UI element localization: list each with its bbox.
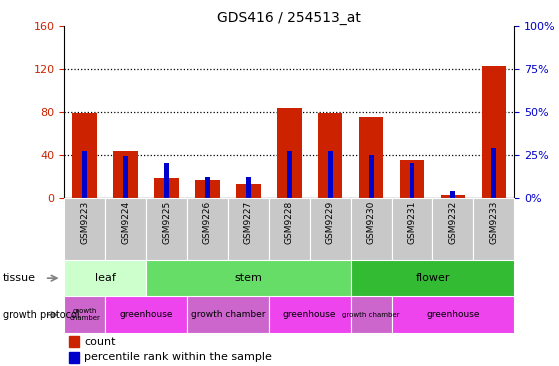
Bar [391,296,514,333]
Bar [82,151,87,198]
Bar [164,163,169,198]
Text: greenhouse: greenhouse [283,310,337,319]
Text: count: count [84,337,116,347]
Text: greenhouse: greenhouse [120,310,173,319]
Bar [481,67,506,198]
Bar [123,156,128,198]
Bar [69,352,79,363]
Text: percentile rank within the sample: percentile rank within the sample [84,352,272,362]
Text: leaf: leaf [95,273,116,283]
Bar [105,296,187,333]
Text: GSM9229: GSM9229 [326,201,335,244]
Bar [433,198,473,260]
Bar [105,198,146,260]
Bar [246,177,251,198]
Bar [391,198,433,260]
Text: flower: flower [415,273,449,283]
Bar [69,336,79,347]
Text: growth
chamber: growth chamber [69,308,100,321]
Bar [64,296,105,333]
Bar [195,180,220,198]
Text: GSM9224: GSM9224 [121,201,130,244]
Text: GSM9230: GSM9230 [367,201,376,244]
Bar [287,151,292,198]
Text: tissue: tissue [3,273,36,283]
Bar [359,117,383,198]
Bar [269,296,350,333]
Text: growth chamber: growth chamber [191,310,265,319]
Text: GSM9228: GSM9228 [285,201,294,244]
Bar [277,108,301,198]
Bar [64,198,105,260]
Bar [187,198,228,260]
Bar [410,163,414,198]
Bar [368,154,373,198]
Bar [113,152,138,198]
Bar [187,296,269,333]
Text: GSM9223: GSM9223 [80,201,89,244]
Bar [318,113,343,198]
Bar [491,148,496,198]
Bar [154,178,179,198]
Bar [350,198,391,260]
Text: stem: stem [234,273,262,283]
Bar [236,184,260,198]
Bar [473,198,514,260]
Bar [146,198,187,260]
Bar [269,198,310,260]
Bar [310,198,350,260]
Text: GSM9225: GSM9225 [162,201,171,244]
Bar [328,151,333,198]
Title: GDS416 / 254513_at: GDS416 / 254513_at [217,11,361,25]
Text: growth protocol: growth protocol [3,310,79,320]
Text: GSM9232: GSM9232 [448,201,457,244]
Text: GSM9226: GSM9226 [203,201,212,244]
Bar [205,177,210,198]
Bar [400,160,424,198]
Bar [64,260,146,296]
Bar [73,113,97,198]
Bar [228,198,269,260]
Text: growth chamber: growth chamber [342,312,400,318]
Text: GSM9227: GSM9227 [244,201,253,244]
Bar [350,296,391,333]
Bar [350,260,514,296]
Bar [440,195,465,198]
Text: greenhouse: greenhouse [426,310,480,319]
Text: GSM9231: GSM9231 [408,201,416,244]
Bar [451,191,456,198]
Text: GSM9233: GSM9233 [489,201,498,244]
Bar [146,260,350,296]
